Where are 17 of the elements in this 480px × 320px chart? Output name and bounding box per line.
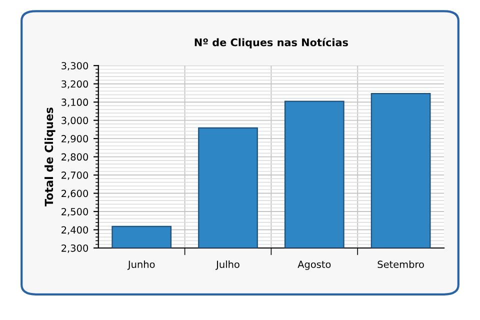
y-tick-label: 3,000 — [62, 116, 88, 126]
y-axis-title: Total de Cliques — [44, 108, 56, 206]
y-tick-label: 3,100 — [62, 98, 88, 107]
x-tick-label: Agosto — [298, 260, 331, 270]
y-tick-label: 2,500 — [62, 208, 88, 216]
y-tick-label: 2,300 — [62, 244, 88, 253]
y-tick-label: 3,300 — [62, 62, 88, 70]
y-tick-label: 2,800 — [62, 153, 88, 162]
chart-title: Nº de Cliques nas Notícias — [194, 38, 348, 48]
y-tick-label: 2,600 — [62, 190, 88, 198]
y-tick-label: 3,200 — [62, 80, 88, 89]
y-tick-label: 2,900 — [62, 135, 88, 144]
y-tick-label: 2,400 — [62, 226, 88, 235]
x-tick-label: Setembro — [378, 260, 424, 268]
y-tick-label: 2,700 — [62, 172, 88, 180]
x-tick-label: Junho — [127, 260, 155, 270]
x-tick-label: Julho — [216, 260, 240, 270]
